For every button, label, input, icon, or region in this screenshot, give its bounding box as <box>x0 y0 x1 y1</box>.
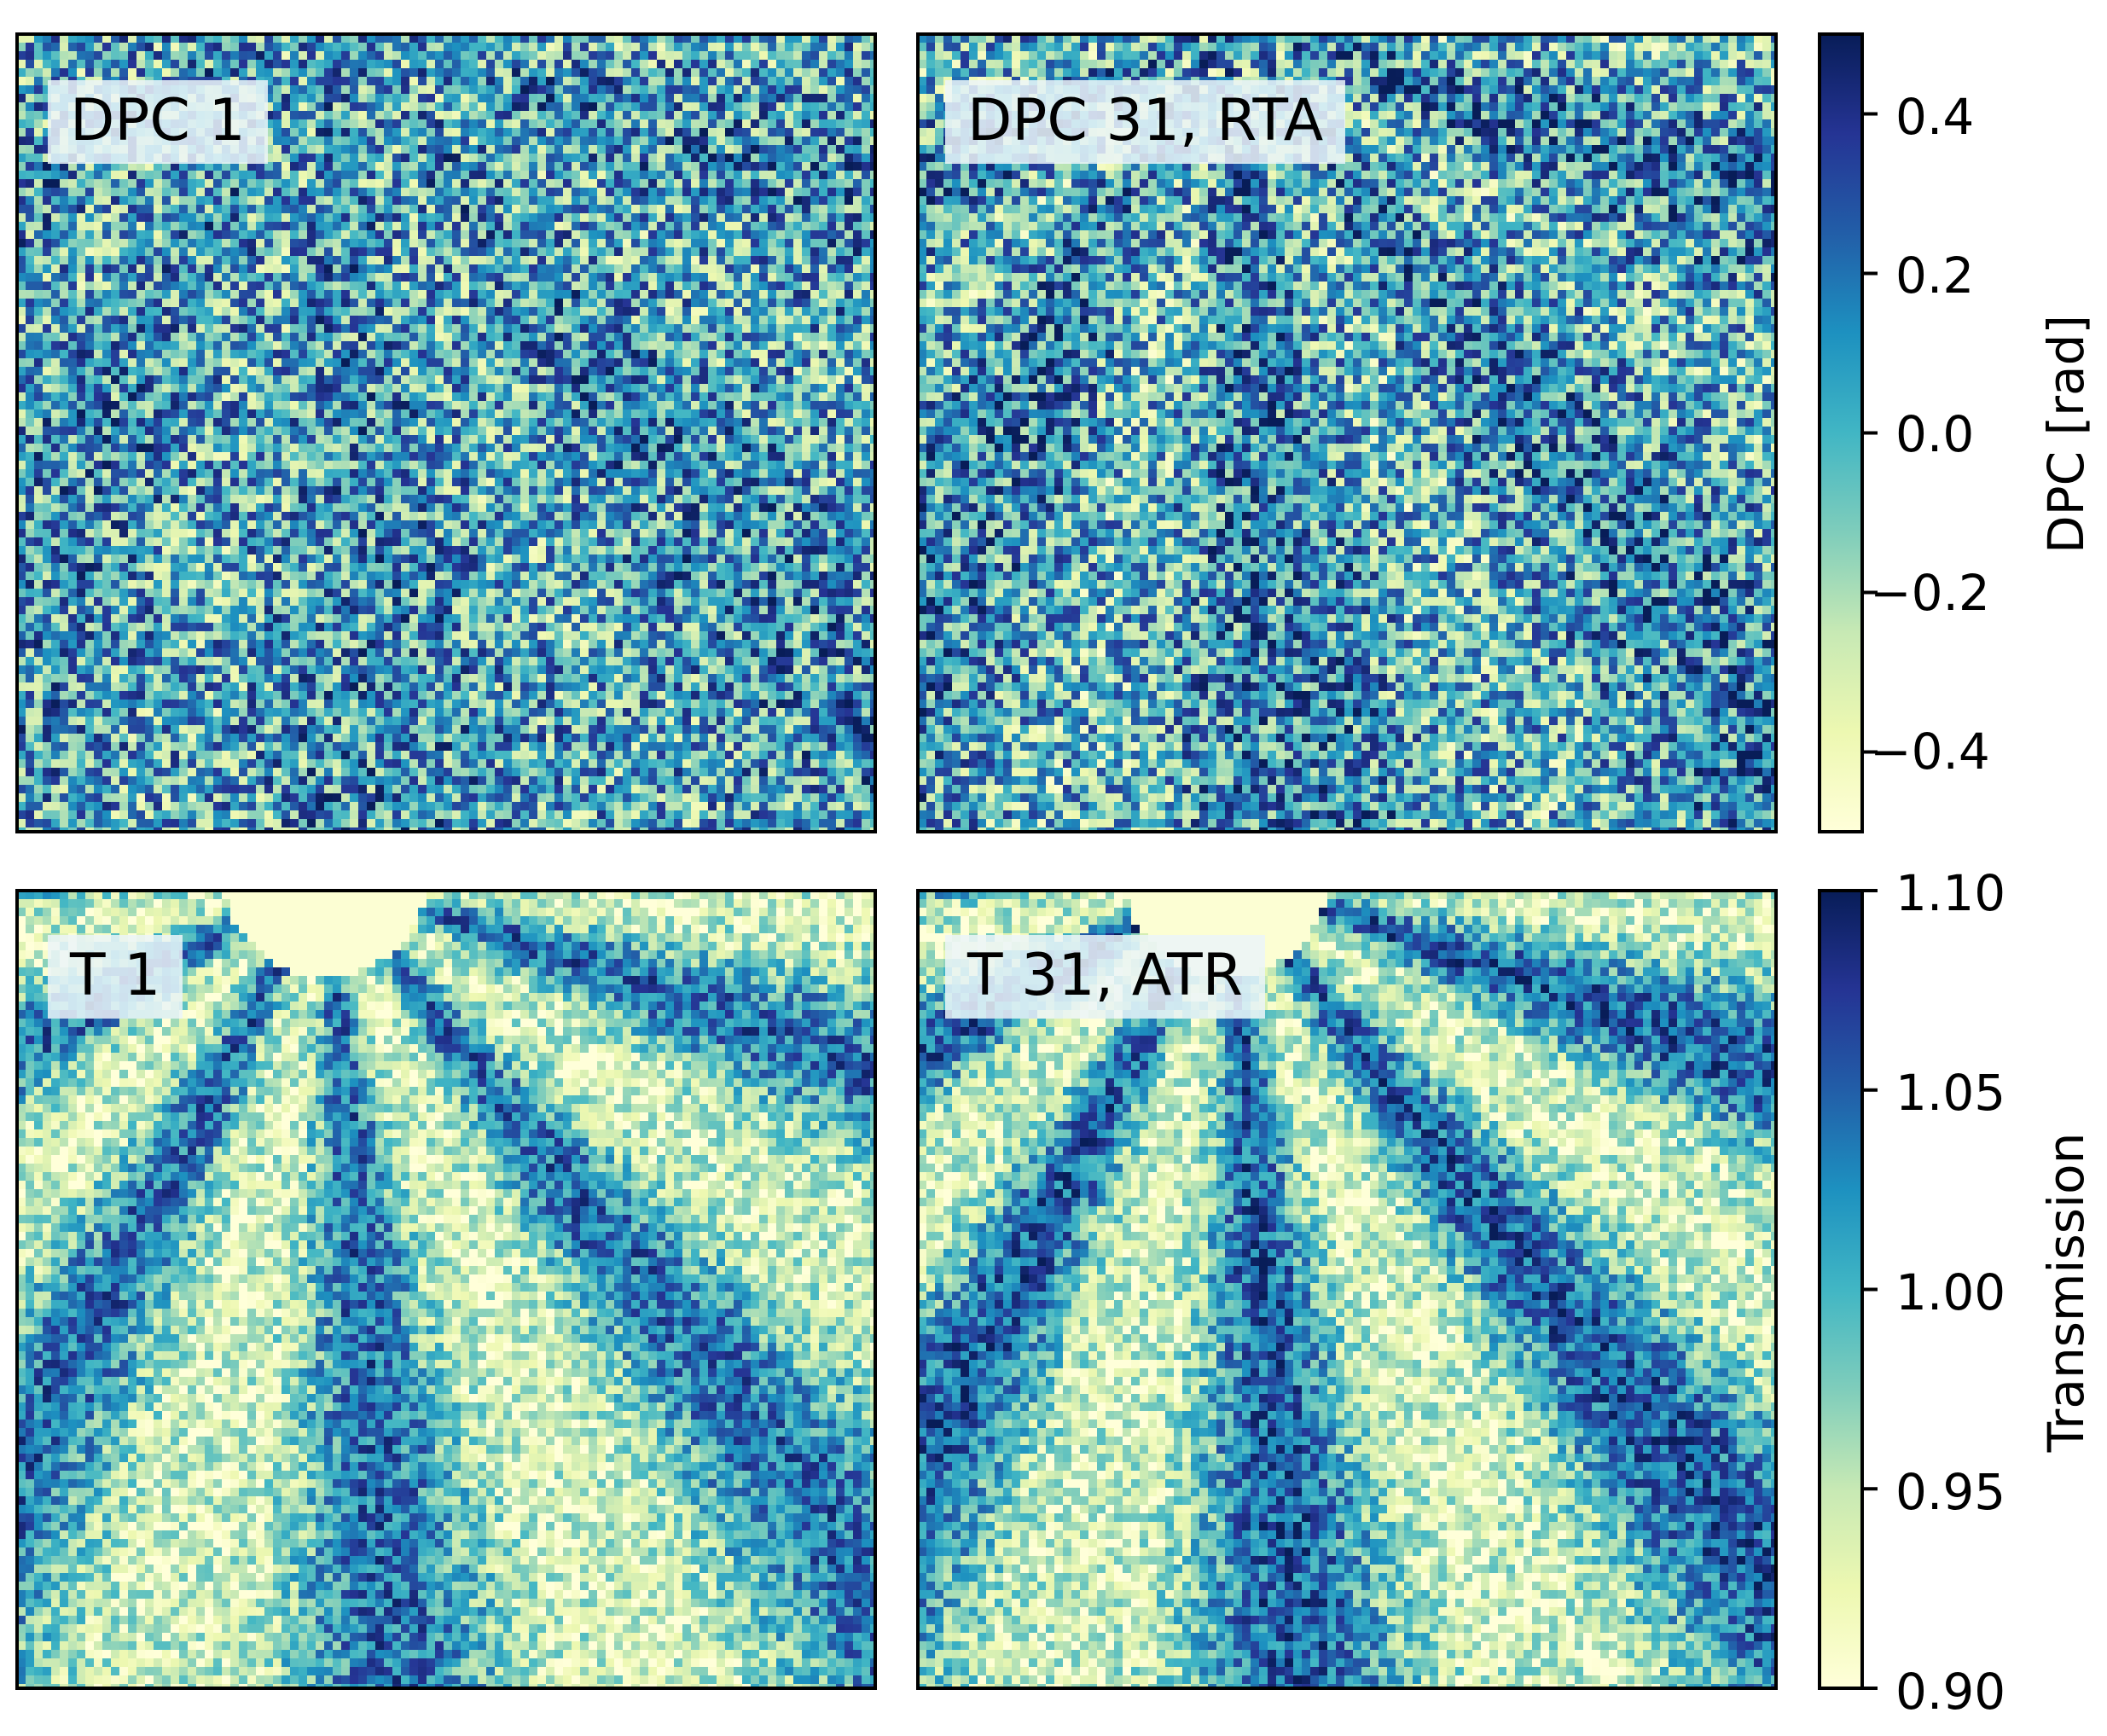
panel-t31 <box>916 889 1778 1690</box>
dpc-tick-label: −0.2 <box>1870 568 1990 618</box>
panel-label-t1: T 1 <box>48 935 183 1019</box>
panel-dpc31 <box>916 32 1778 833</box>
transmission-tick-label: 0.90 <box>1895 1667 2005 1716</box>
panel-frame-t31 <box>916 889 1778 1690</box>
panel-frame-dpc31 <box>916 32 1778 833</box>
panel-image-t1 <box>17 891 875 1688</box>
panel-t1 <box>15 889 877 1690</box>
panel-label-t31: T 31, ATR <box>945 935 1265 1019</box>
panel-frame-dpc1 <box>15 32 877 833</box>
transmission-colorbar <box>1818 889 1864 1690</box>
dpc-colorbar-title: DPC [rad] <box>2037 306 2095 562</box>
panel-image-t31 <box>918 891 1776 1688</box>
dpc-tick-label: 0.2 <box>1895 251 1974 300</box>
transmission-colorbar-title: Transmission <box>2037 1105 2095 1480</box>
dpc-tick-label: 0.0 <box>1895 409 1974 459</box>
colorbars-layer <box>1818 32 1878 1690</box>
panel-frame-t1 <box>15 889 877 1690</box>
panel-label-dpc31: DPC 31, RTA <box>945 80 1346 164</box>
panels-layer <box>15 32 1778 1690</box>
transmission-tick-label: 1.00 <box>1895 1268 2005 1317</box>
panel-image-dpc31 <box>918 34 1776 832</box>
dpc-tick-label: 0.4 <box>1895 92 1974 142</box>
transmission-tick-label: 1.10 <box>1895 868 2005 918</box>
transmission-tick-label: 1.05 <box>1895 1068 2005 1118</box>
transmission-tick-label: 0.95 <box>1895 1467 2005 1517</box>
panel-label-dpc1: DPC 1 <box>48 80 268 164</box>
dpc-tick-label: −0.4 <box>1870 727 1990 776</box>
dpc-colorbar <box>1818 32 1864 833</box>
